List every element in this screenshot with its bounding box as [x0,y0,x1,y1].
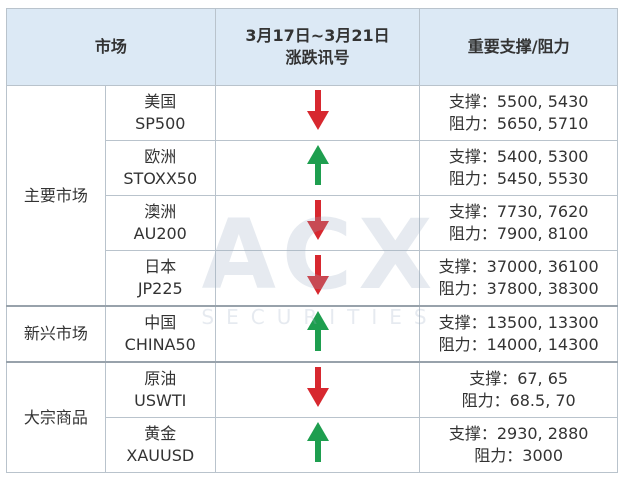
market-region: 欧洲 [144,147,177,166]
market-code: STOXX50 [123,169,198,188]
support-level: 支撑：2930, 2880 [448,424,589,443]
resistance-level: 阻力：68.5, 70 [461,391,576,410]
market-cell: 美国 SP500 [104,85,216,141]
resistance-level: 阻力：5450, 5530 [448,169,589,188]
support-level: 支撑：37000, 36100 [438,257,599,276]
group-name: 大宗商品 [6,361,106,473]
support-level: 支撑：7730, 7620 [448,202,589,221]
header-market: 市场 [6,8,216,86]
header-signal-label: 涨跌讯号 [285,48,350,67]
support-level: 支撑：67, 65 [469,369,569,388]
down-arrow [306,255,329,295]
levels-cell: 支撑：2930, 2880 阻力：3000 [419,417,618,473]
market-cell: 日本 JP225 [104,250,216,307]
support-level: 支撑：5400, 5300 [448,147,589,166]
market-cell: 黄金 XAUUSD [104,417,216,473]
market-cell: 中国 CHINA50 [104,305,216,363]
header-signal-date: 3月17日~3月21日 [245,26,390,45]
down-arrow [306,367,329,407]
resistance-level: 阻力：5650, 5710 [448,114,589,133]
down-arrow [306,200,329,240]
market-region: 澳洲 [144,202,177,221]
market-region: 日本 [144,257,177,276]
up-arrow [306,145,329,185]
signal-cell [214,140,421,196]
signal-cell [214,361,421,418]
market-region: 原油 [144,369,177,388]
market-region: 中国 [144,313,177,332]
resistance-level: 阻力：37800, 38300 [438,279,599,298]
resistance-level: 阻力：7900, 8100 [448,224,589,243]
header-levels: 重要支撑/阻力 [419,8,618,86]
group-name: 主要市场 [6,85,106,307]
table-row: 主要市场 美国 SP500 支撑：5500, 5430 阻力：5650, 5710 [6,85,618,307]
levels-cell: 支撑：5400, 5300 阻力：5450, 5530 [419,140,618,196]
market-code: XAUUSD [126,446,195,465]
resistance-level: 阻力：3000 [474,446,564,465]
support-level: 支撑：5500, 5430 [448,92,589,111]
market-code: JP225 [137,279,183,298]
market-code: AU200 [133,224,187,243]
down-arrow [306,90,329,130]
table-row: 新兴市场 中国 CHINA50 支撑：13500, 13300 阻力：14000, 14… [6,305,618,363]
signal-cell [214,195,421,251]
market-code: CHINA50 [124,335,196,354]
table-row: 欧洲 STOXX50 支撑：5400, 5300 阻力：5450, 5530 [7,140,618,196]
levels-cell: 支撑：7730, 7620 阻力：7900, 8100 [419,195,618,251]
support-level: 支撑：13500, 13300 [438,313,599,332]
group-name: 新兴市场 [6,305,106,363]
table-row: 大宗商品 原油 USWTI 支撑：67, 65 阻力：68.5, 70 [6,361,618,473]
market-cell: 欧洲 STOXX50 [104,140,216,196]
table-row: 澳洲 AU200 支撑：7730, 7620 阻力：7900, 8100 [7,195,618,251]
header-signal: 3月17日~3月21日 涨跌讯号 [214,8,421,86]
market-cell: 澳洲 AU200 [104,195,216,251]
up-arrow [306,422,329,462]
market-table: 市场 3月17日~3月21日 涨跌讯号 重要支撑/阻力 主要市场 美国 SP500 支撑… [6,8,618,473]
up-arrow [306,311,329,351]
table-row: 黄金 XAUUSD 支撑：2930, 2880 阻力：3000 [7,417,618,473]
signal-cell [214,417,421,473]
market-code: USWTI [134,391,187,410]
signal-cell [214,85,421,141]
market-cell: 原油 USWTI [104,361,216,418]
market-region: 美国 [144,92,177,111]
levels-cell: 支撑：13500, 13300 阻力：14000, 14300 [419,305,618,363]
resistance-level: 阻力：14000, 14300 [438,335,599,354]
levels-cell: 支撑：37000, 36100 阻力：37800, 38300 [419,250,618,307]
signal-cell [214,305,421,363]
levels-cell: 支撑：5500, 5430 阻力：5650, 5710 [419,85,618,141]
market-region: 黄金 [144,424,177,443]
signal-cell [214,250,421,307]
levels-cell: 支撑：67, 65 阻力：68.5, 70 [419,361,618,418]
market-code: SP500 [135,114,186,133]
